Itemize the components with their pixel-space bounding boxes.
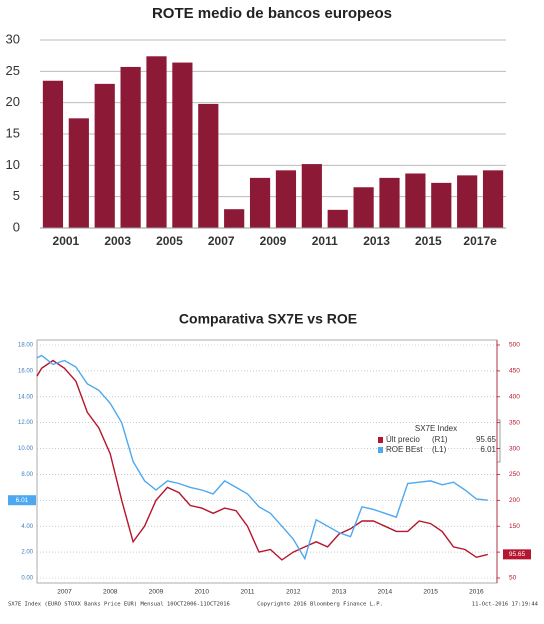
bar — [327, 209, 348, 228]
x-tick-label: 2015 — [423, 589, 438, 596]
bar — [198, 103, 219, 228]
value-flag — [8, 495, 36, 506]
legend-swatch — [378, 437, 383, 443]
y2-tick-label: 150 — [509, 523, 520, 530]
plot-area — [36, 339, 498, 584]
x-tick-label: 2011 — [241, 589, 255, 596]
y-tick-label: 0 — [13, 219, 20, 234]
bar — [275, 170, 297, 228]
y-tick-label: 15 — [6, 125, 20, 140]
x-tick-label: 2014 — [378, 589, 393, 596]
chart-title: ROTE medio de bancos europeos — [152, 5, 392, 22]
x-tick-label: 2009 — [149, 589, 164, 596]
y2-tick-label: 300 — [509, 445, 520, 452]
y-tick-label: 16.00 — [18, 368, 34, 374]
y-tick-label: 10.00 — [18, 446, 34, 452]
series-line — [36, 359, 488, 561]
y2-tick-label: 250 — [509, 471, 520, 478]
footer-text: Copyright© 2016 Bloomberg Finance L.P. — [257, 602, 383, 608]
bar — [353, 187, 374, 228]
x-tick-label: 2005 — [156, 234, 183, 248]
series-line — [36, 354, 488, 561]
y2-tick-label: 450 — [509, 368, 520, 375]
x-tick-label: 2011 — [312, 234, 338, 248]
x-tick-label: 2013 — [363, 234, 390, 248]
value-flag — [503, 549, 531, 560]
x-tick-label: 2013 — [332, 589, 347, 596]
y2-tick-label: 200 — [509, 497, 520, 504]
value-flag-label: 95.65 — [509, 551, 526, 558]
y2-tick-label: 50 — [509, 575, 517, 582]
x-tick-label: 2007 — [208, 234, 235, 248]
x-tick-label: 2008 — [103, 589, 118, 596]
bar — [457, 175, 478, 228]
y2-tick-label: 500 — [509, 342, 520, 349]
y2-tick-label: 350 — [509, 419, 520, 426]
y-tick-label: 20 — [6, 94, 20, 109]
x-tick-label: 2017e — [463, 234, 497, 248]
y-tick-label: 0.00 — [21, 576, 33, 582]
y-tick-label: 4.00 — [21, 524, 33, 530]
legend-label: Últ precio — [386, 435, 420, 444]
y-tick-label: 30 — [6, 31, 20, 46]
y2-tick-label: 400 — [509, 393, 520, 400]
value-flag-label: 6.01 — [16, 497, 29, 504]
bar — [431, 182, 452, 228]
y-tick-label: 14.00 — [18, 394, 34, 400]
y-tick-label: 5 — [13, 188, 20, 203]
y-tick-label: 25 — [6, 63, 20, 78]
legend-label: ROE BEst — [386, 445, 423, 454]
x-tick-label: 2016 — [469, 589, 484, 596]
legend-tag: (L1) — [432, 445, 447, 454]
x-tick-label: 2010 — [195, 589, 210, 596]
y-tick-label: 18.00 — [18, 343, 34, 349]
bar — [379, 177, 400, 228]
x-tick-label: 2003 — [104, 234, 131, 248]
bar — [146, 56, 167, 228]
y-tick-label: 2.00 — [21, 550, 33, 556]
footer-text: 11-Oct-2016 17:19:44 — [472, 602, 539, 608]
legend-swatch — [378, 447, 383, 453]
x-tick-label: 2001 — [53, 234, 80, 248]
bar — [482, 170, 504, 228]
footer-text: SX7E Index (EURO STOXX Banks Price EUR) … — [8, 602, 230, 608]
legend-title: SX7E Index — [415, 424, 457, 433]
x-tick-label: 2015 — [415, 234, 442, 248]
bar — [224, 209, 245, 228]
bar — [301, 164, 322, 228]
legend-tag: (R1) — [432, 435, 448, 444]
y-tick-label: 10 — [6, 157, 20, 172]
x-tick-label: 2007 — [57, 589, 72, 596]
legend-value: 95.65 — [476, 435, 497, 444]
bar — [94, 83, 115, 228]
legend-value: 6.01 — [480, 445, 496, 454]
x-tick-label: 2012 — [286, 589, 301, 596]
bar — [405, 173, 426, 228]
bar — [249, 177, 271, 228]
chart-title: Comparativa SX7E vs ROE — [179, 311, 357, 327]
x-tick-label: 2009 — [260, 234, 287, 248]
bar — [42, 80, 64, 228]
y-tick-label: 12.00 — [18, 420, 34, 426]
y-tick-label: 8.00 — [21, 472, 33, 478]
bar — [172, 62, 193, 229]
bar — [120, 66, 141, 229]
bar — [68, 118, 89, 228]
